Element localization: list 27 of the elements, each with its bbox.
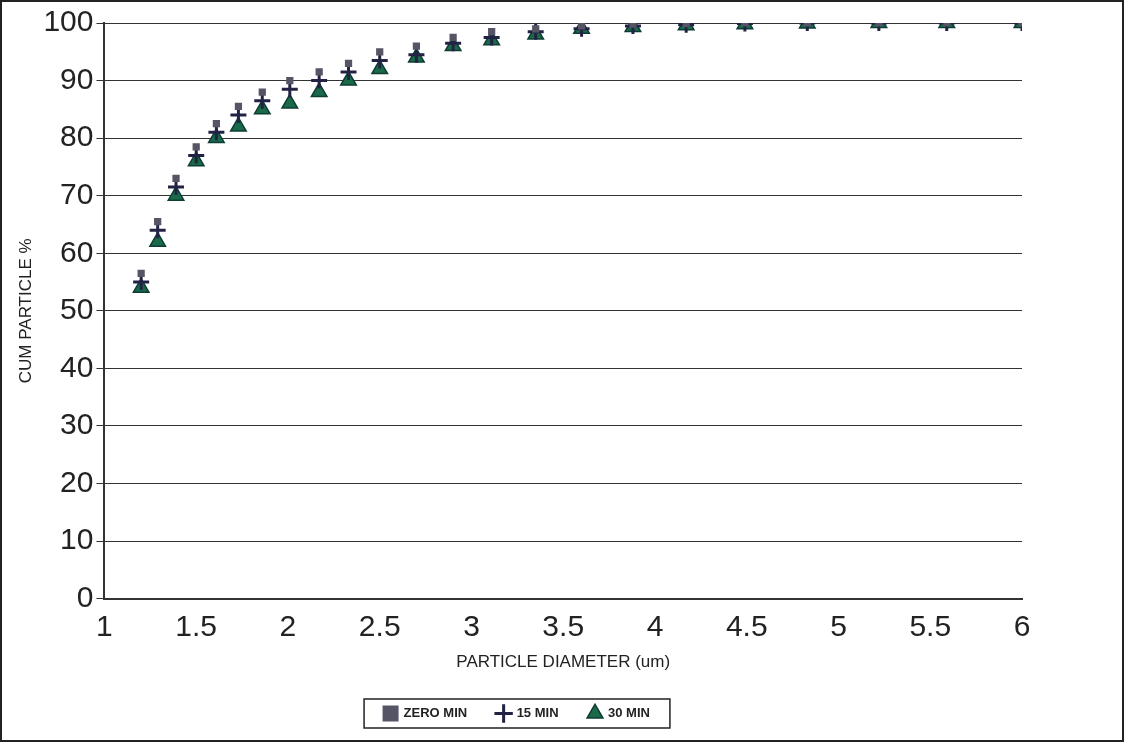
x-tick-label: 2 [279, 608, 297, 642]
y-tick-label: 30 [60, 407, 94, 441]
y-tick-label: 100 [43, 4, 94, 38]
y-tick-label: 50 [60, 292, 94, 326]
y-tick-label: 0 [76, 579, 94, 613]
x-tick-label: 5 [830, 608, 847, 642]
x-tick-label: 6 [1013, 608, 1031, 642]
x-tick-label: 1 [96, 608, 113, 642]
y-tick-label: 70 [60, 176, 94, 210]
y-tick-label: 10 [60, 522, 94, 556]
x-tick-label: 4.5 [725, 608, 768, 642]
legend-label: 30 MIN [608, 705, 650, 721]
x-axis-title: PARTICLE DIAMETER (um) [456, 652, 671, 672]
legend-label: ZERO MIN [403, 705, 468, 721]
legend-label: 15 MIN [516, 705, 559, 721]
x-tick-label: 5.5 [909, 608, 952, 642]
y-tick-label: 80 [60, 119, 94, 153]
x-tick-label: 3 [463, 608, 480, 642]
y-tick-label: 40 [60, 349, 94, 383]
x-tick-label: 3.5 [542, 608, 585, 642]
y-tick-label: 20 [60, 464, 94, 498]
y-tick-label: 60 [60, 234, 94, 268]
x-tick-label: 4 [646, 608, 664, 642]
y-axis-title: CUM PARTICLE % [15, 238, 35, 384]
x-tick-label: 1.5 [175, 608, 218, 642]
x-tick-label: 2.5 [358, 608, 401, 642]
y-tick-label: 90 [60, 61, 94, 95]
